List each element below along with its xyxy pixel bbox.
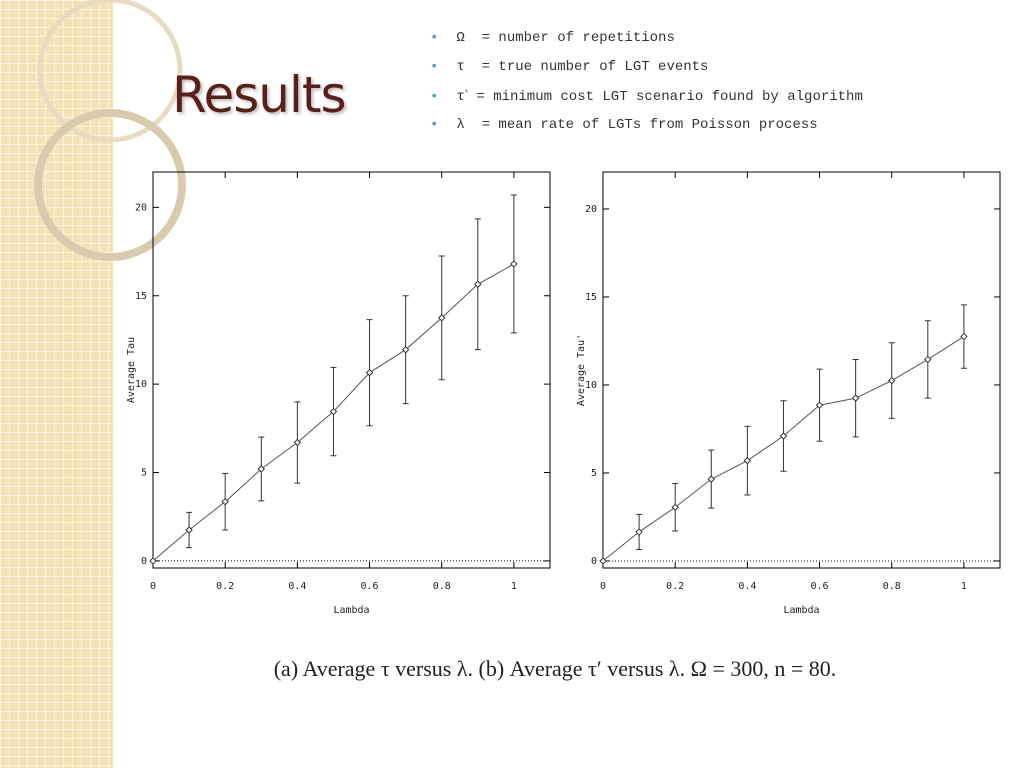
- y-tick-label: 0: [591, 556, 597, 567]
- y-tick-label: 20: [585, 204, 597, 215]
- point-marker: [888, 376, 896, 385]
- point-marker: [707, 475, 715, 483]
- point-marker: [329, 407, 338, 416]
- x-axis-label: Lambda: [333, 605, 369, 616]
- point-marker: [185, 526, 193, 534]
- bullet: τ = true number of LGT events: [430, 59, 863, 88]
- point-marker: [474, 280, 482, 288]
- point-marker: [149, 557, 157, 565]
- y-tick-label: 5: [141, 468, 147, 479]
- y-axis-label: Average Tau': [576, 334, 587, 406]
- x-tick-label: 1: [511, 581, 517, 592]
- y-tick-label: 10: [135, 379, 147, 390]
- y-tick-label: 5: [591, 468, 597, 479]
- point-marker: [743, 456, 752, 465]
- point-marker: [779, 432, 788, 440]
- x-tick-label: 0: [150, 581, 156, 592]
- slide-title: Results: [172, 66, 347, 124]
- x-tick-label: 0.8: [433, 581, 451, 592]
- legend-list: Ω = number of repetitions τ = true numbe…: [430, 30, 863, 146]
- point-marker: [960, 332, 968, 341]
- point-marker: [635, 528, 643, 536]
- plot-frame: [602, 171, 1001, 569]
- x-tick-label: 0.4: [288, 581, 306, 592]
- x-tick-label: 1: [961, 581, 967, 592]
- y-tick-label: 10: [585, 380, 597, 391]
- point-marker: [599, 557, 607, 565]
- x-tick-label: 0.6: [361, 581, 379, 592]
- point-marker: [815, 401, 824, 409]
- y-tick-label: 15: [585, 292, 597, 303]
- point-marker: [851, 394, 860, 402]
- x-tick-label: 0: [600, 581, 606, 592]
- x-axis-label: Lambda: [783, 605, 819, 616]
- point-marker: [221, 497, 229, 506]
- x-tick-label: 0.8: [883, 581, 901, 592]
- point-marker: [438, 314, 446, 322]
- bullet: λ = mean rate of LGTs from Poisson proce…: [430, 117, 863, 146]
- x-tick-label: 0.4: [738, 581, 756, 592]
- point-marker: [401, 345, 410, 354]
- y-tick-label: 0: [141, 556, 147, 567]
- x-tick-label: 0.2: [216, 581, 234, 592]
- caption: (a) Average τ versus λ. (b) Average τ′ v…: [273, 656, 837, 681]
- x-tick-label: 0.2: [666, 581, 684, 592]
- y-tick-label: 15: [135, 291, 147, 302]
- decor-strip: [0, 0, 113, 768]
- y-tick-label: 20: [135, 202, 147, 213]
- point-marker: [365, 368, 374, 377]
- y-axis-label: Average Tau: [126, 337, 137, 403]
- decor-circles: [34, 0, 186, 261]
- point-marker: [510, 260, 518, 268]
- bullet: Ω = number of repetitions: [430, 30, 863, 59]
- plot-frame: [152, 171, 551, 569]
- bullet: τ‵ = minimum cost LGT scenario found by …: [430, 88, 862, 117]
- point-marker: [257, 465, 265, 473]
- x-tick-label: 0.6: [811, 581, 829, 592]
- point-marker: [293, 438, 302, 447]
- point-marker: [924, 355, 932, 364]
- point-marker: [671, 503, 679, 511]
